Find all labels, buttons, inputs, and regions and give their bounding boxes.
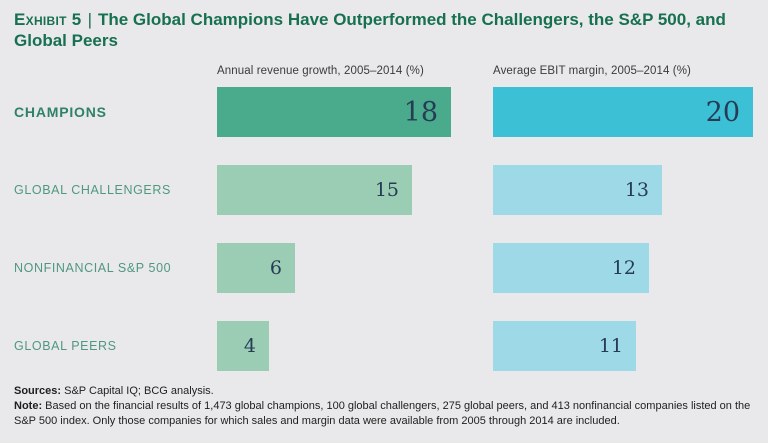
page-title: Exhibit 5 | The Global Champions Have Outp…	[0, 0, 768, 51]
bar-value: 6	[269, 257, 282, 279]
column-headers: Annual revenue growth, 2005–2014 (%) Ave…	[0, 65, 768, 77]
sources-line: Sources: S&P Capital IQ; BCG analysis.	[14, 384, 754, 399]
revenue-bar: 6	[217, 243, 295, 293]
chart-row-global-challengers: GLOBAL CHALLENGERS 15 13	[0, 165, 768, 215]
note-text: Based on the financial results of 1,473 …	[14, 400, 751, 427]
sources-text: S&P Capital IQ; BCG analysis.	[61, 385, 214, 397]
row-label: NONFINANCIAL S&P 500	[14, 261, 172, 275]
ebit-bar-cell: 12	[493, 243, 768, 293]
ebit-bar-cell: 20	[493, 87, 768, 137]
revenue-bar: 15	[217, 165, 412, 215]
bar-value: 11	[598, 335, 623, 357]
title-text: The Global Champions Have Outperformed t…	[14, 10, 726, 50]
chart-row-champions: CHAMPIONS 18 20	[0, 87, 768, 137]
ebit-bar: 11	[493, 321, 636, 371]
note-label: Note:	[14, 400, 43, 412]
row-label: GLOBAL PEERS	[14, 339, 117, 353]
row-label: GLOBAL CHALLENGERS	[14, 183, 171, 197]
bar-value: 15	[374, 179, 399, 201]
revenue-column-header: Annual revenue growth, 2005–2014 (%)	[217, 65, 424, 77]
note-line: Note: Based on the financial results of …	[14, 399, 754, 429]
row-label: CHAMPIONS	[14, 104, 107, 120]
ebit-bar: 20	[493, 87, 753, 137]
bar-value: 13	[624, 179, 649, 201]
ebit-bar: 13	[493, 165, 662, 215]
bar-value: 4	[243, 335, 256, 357]
revenue-bar: 18	[217, 87, 451, 137]
bar-value: 12	[611, 257, 636, 279]
header-spacer	[0, 65, 217, 77]
title-separator: |	[87, 10, 92, 29]
bar-chart: Annual revenue growth, 2005–2014 (%) Ave…	[0, 65, 768, 371]
revenue-bar-cell: 4	[217, 321, 493, 371]
exhibit-label: Exhibit 5	[14, 10, 82, 29]
revenue-bar: 4	[217, 321, 269, 371]
bar-value: 20	[705, 96, 740, 128]
footer-notes: Sources: S&P Capital IQ; BCG analysis. N…	[14, 384, 754, 429]
ebit-bar-cell: 11	[493, 321, 768, 371]
ebit-bar-cell: 13	[493, 165, 768, 215]
chart-row-nonfinancial-sp500: NONFINANCIAL S&P 500 6 12	[0, 243, 768, 293]
revenue-bar-cell: 18	[217, 87, 493, 137]
ebit-column-header: Average EBIT margin, 2005–2014 (%)	[493, 65, 691, 77]
sources-label: Sources:	[14, 385, 62, 397]
ebit-bar: 12	[493, 243, 649, 293]
revenue-bar-cell: 15	[217, 165, 493, 215]
chart-row-global-peers: GLOBAL PEERS 4 11	[0, 321, 768, 371]
revenue-bar-cell: 6	[217, 243, 493, 293]
bar-value: 18	[403, 96, 438, 128]
